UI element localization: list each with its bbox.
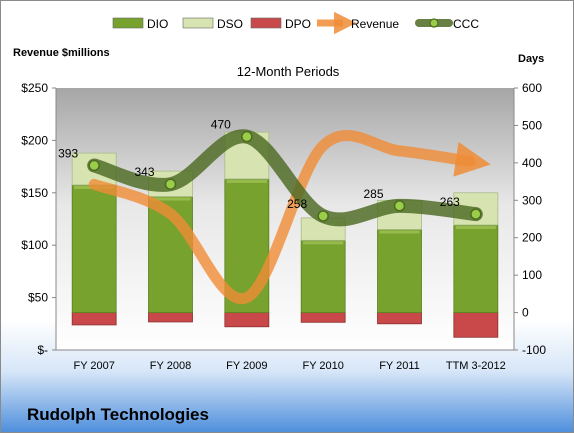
legend-label: Revenue: [351, 17, 399, 31]
right-tick-label: 0: [522, 306, 529, 320]
left-tick-label: $150: [21, 186, 48, 200]
right-tick-label: -100: [522, 343, 546, 357]
ccc-data-label: 285: [363, 187, 383, 201]
left-tick-label: $50: [28, 291, 48, 305]
x-tick-label: FY 2010: [302, 360, 343, 372]
ccc-marker: [88, 159, 100, 172]
bar-dio: [453, 224, 499, 313]
legend-marker-ccc: [429, 18, 439, 28]
left-tick-label: $250: [21, 81, 48, 95]
bar-dpo: [377, 312, 422, 325]
x-tick-label: FY 2011: [379, 360, 420, 372]
ccc-marker: [393, 200, 406, 212]
left-tick-label: $200: [21, 133, 48, 147]
legend-swatch-dpo: [250, 17, 282, 29]
bar-dpo: [148, 312, 193, 323]
x-tick-label: FY 2009: [226, 360, 267, 372]
bar-dpo: [71, 312, 117, 326]
bar-dio: [71, 184, 117, 313]
ccc-data-label: 263: [440, 195, 460, 209]
ccc-marker: [241, 130, 253, 143]
bar-dio-highlight: [226, 179, 267, 183]
legend-label: DSO: [217, 17, 243, 31]
right-tick-label: 100: [522, 268, 542, 282]
x-tick-label: FY 2007: [73, 360, 114, 372]
left-tick-label: $100: [21, 238, 48, 252]
ccc-data-label: 258: [287, 197, 307, 211]
right-tick-label: 200: [522, 231, 542, 245]
legend-label: DPO: [285, 17, 311, 31]
company-name: Rudolph Technologies: [27, 405, 209, 424]
ccc-marker: [470, 208, 482, 220]
right-tick-label: 400: [522, 156, 542, 170]
right-tick-label: 300: [522, 193, 542, 207]
ccc-marker: [317, 210, 329, 222]
left-tick-label: $-: [37, 343, 48, 357]
bar-dio: [300, 239, 346, 313]
bar-dio-highlight: [455, 225, 496, 229]
bar-dpo: [453, 312, 499, 338]
ccc-data-label: 343: [134, 165, 154, 179]
x-tick-label: TTM 3-2012: [446, 360, 506, 372]
bar-dpo: [300, 312, 346, 323]
chart-title: 12-Month Periods: [236, 64, 340, 79]
ccc-data-label: 393: [58, 146, 78, 160]
legend-label: CCC: [453, 17, 479, 31]
x-tick-label: FY 2008: [150, 360, 191, 372]
legend-swatch-dio: [112, 17, 144, 29]
left-axis-label: Revenue $millions: [13, 47, 110, 59]
bar-dio-highlight: [150, 197, 191, 201]
right-axis-label: Days: [518, 53, 545, 65]
bar-dpo: [224, 312, 270, 328]
legend-label: DIO: [147, 17, 168, 31]
right-tick-label: 600: [522, 81, 542, 95]
bar-dio-highlight: [303, 241, 344, 245]
right-tick-label: 500: [522, 118, 542, 132]
bar-dio-highlight: [379, 230, 420, 234]
revenue-line: [88, 130, 491, 305]
ccc-marker: [164, 178, 177, 190]
bar-dio: [377, 229, 422, 313]
legend-swatch-dso: [182, 17, 214, 29]
ccc-data-label: 470: [211, 118, 231, 132]
